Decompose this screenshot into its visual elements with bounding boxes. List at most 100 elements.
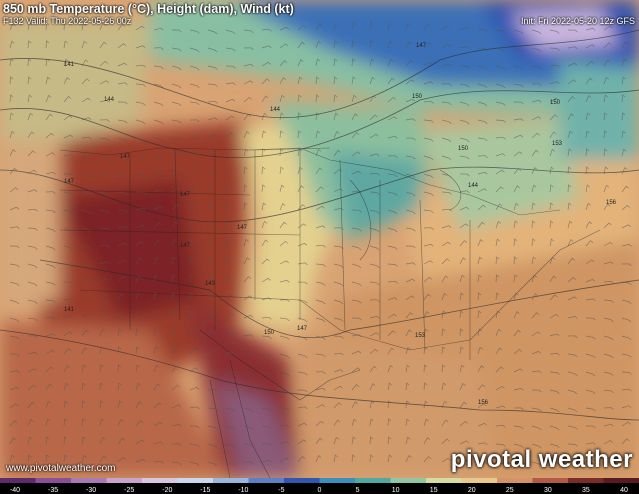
wind-barb xyxy=(351,367,361,373)
wind-barb xyxy=(225,166,231,175)
wind-barb xyxy=(207,220,212,229)
wind-barb xyxy=(585,148,590,157)
wind-barb xyxy=(99,99,110,103)
wind-barb xyxy=(423,328,429,337)
wind-barb xyxy=(117,310,123,319)
contour-label: 150 xyxy=(412,94,423,100)
wind-barb xyxy=(495,153,506,157)
wind-barb xyxy=(261,407,272,412)
wind-barb xyxy=(99,173,110,179)
wind-barb xyxy=(585,27,596,31)
wind-barb xyxy=(45,400,52,409)
wind-barb xyxy=(387,40,393,49)
wind-barb xyxy=(567,277,577,283)
wind-barb xyxy=(567,296,578,301)
wind-barb xyxy=(81,400,86,409)
wind-barb xyxy=(63,314,74,319)
wind-barb xyxy=(297,389,308,393)
wind-barb xyxy=(459,137,470,143)
wind-barb xyxy=(171,443,182,446)
wind-barb xyxy=(315,167,323,175)
wind-barb xyxy=(27,245,38,250)
wind-barb xyxy=(225,275,232,283)
wind-barb xyxy=(171,365,179,373)
wind-barb xyxy=(207,238,212,247)
wind-barb xyxy=(585,335,596,340)
wind-barb xyxy=(567,460,578,464)
wind-barb xyxy=(405,364,410,373)
wind-barb xyxy=(315,148,322,157)
wind-barb xyxy=(369,95,377,103)
wind-barb xyxy=(297,24,307,31)
wind-barb xyxy=(261,61,271,67)
wind-barb xyxy=(315,58,321,67)
wind-barb xyxy=(153,205,163,211)
wind-barb xyxy=(297,335,308,341)
wind-barb xyxy=(405,329,412,337)
wind-barb xyxy=(45,366,54,373)
wind-barb xyxy=(567,166,572,175)
wind-barb xyxy=(315,455,322,463)
wind-barb xyxy=(27,208,38,212)
wind-barb xyxy=(441,457,451,463)
wind-barb xyxy=(423,382,428,391)
wind-barb xyxy=(459,274,465,283)
wind-barb xyxy=(333,263,344,268)
wind-barb xyxy=(405,295,415,301)
wind-barb xyxy=(189,386,200,391)
wind-barb xyxy=(225,371,236,374)
wind-barb xyxy=(333,385,343,391)
wind-barb xyxy=(621,405,632,409)
wind-barb xyxy=(333,245,344,250)
wind-barb xyxy=(225,115,235,121)
wind-barb xyxy=(621,94,626,103)
wind-barb xyxy=(477,346,483,355)
wind-barb xyxy=(387,22,392,31)
wind-barb xyxy=(9,335,20,340)
wind-barb xyxy=(387,173,398,178)
wind-barb xyxy=(81,78,90,85)
wind-barb xyxy=(27,351,38,355)
wind-barb xyxy=(99,382,104,391)
colorbar-tick: 15 xyxy=(430,487,438,494)
wind-barb xyxy=(369,454,374,463)
wind-barb xyxy=(531,274,537,283)
wind-barb xyxy=(585,407,596,412)
wind-barb xyxy=(621,388,632,392)
wind-barb xyxy=(333,299,344,305)
wind-barb xyxy=(81,117,92,121)
wind-barb xyxy=(351,40,356,49)
wind-barb xyxy=(549,202,554,211)
wind-barb xyxy=(495,169,505,175)
wind-barb xyxy=(315,335,326,340)
colorbar-segment xyxy=(532,478,569,483)
wind-barb xyxy=(405,262,416,266)
contour-label: 150 xyxy=(550,100,561,106)
colorbar-segment xyxy=(106,478,143,483)
wind-barb xyxy=(99,261,110,265)
wind-barb xyxy=(153,460,164,464)
wind-barb xyxy=(567,202,572,211)
wind-barb xyxy=(513,29,524,35)
colorbar-segment xyxy=(177,478,214,483)
wind-barb xyxy=(369,58,375,67)
wind-barb xyxy=(423,81,434,85)
wind-barb xyxy=(441,208,452,212)
wind-barb xyxy=(135,45,146,49)
wind-barb xyxy=(603,112,608,121)
wind-barb xyxy=(603,371,614,376)
wind-barb xyxy=(495,65,506,71)
wind-barb xyxy=(27,401,35,409)
wind-barb xyxy=(513,256,518,265)
wind-barbs xyxy=(9,22,632,467)
wind-barb xyxy=(243,202,248,211)
wind-barb xyxy=(297,166,303,175)
wind-barb xyxy=(117,276,126,283)
wind-barb xyxy=(459,257,466,265)
wind-barb xyxy=(45,22,50,31)
wind-barb xyxy=(423,100,434,104)
wind-barb xyxy=(441,382,447,391)
wind-barb xyxy=(45,171,56,175)
wind-barb xyxy=(315,437,323,445)
wind-barb xyxy=(153,65,164,70)
